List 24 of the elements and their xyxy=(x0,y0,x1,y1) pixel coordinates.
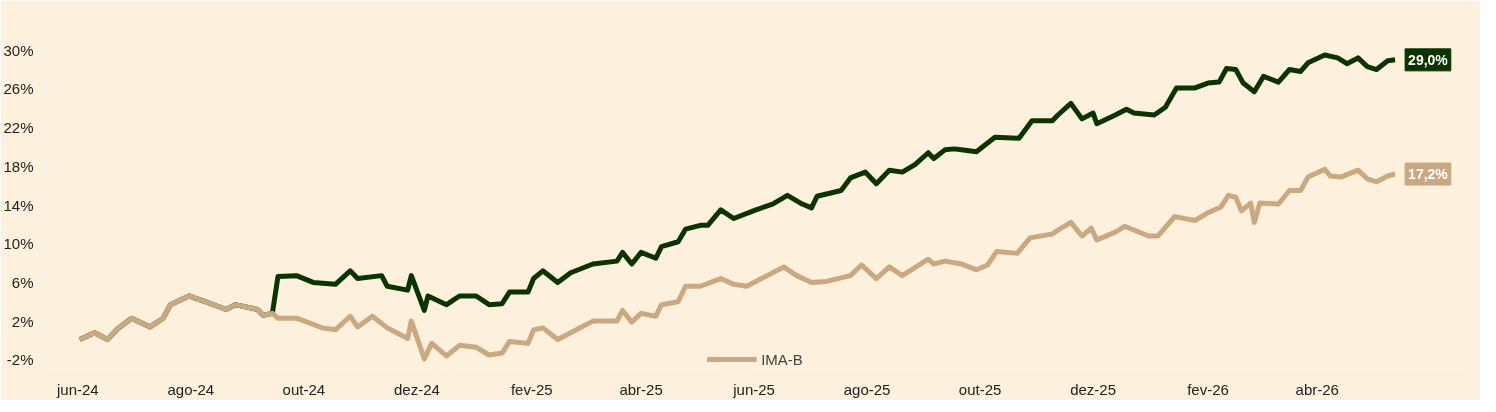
x-tick-label: out-24 xyxy=(282,380,326,398)
x-tick-label: fev-25 xyxy=(510,380,553,398)
y-tick-label: -2% xyxy=(6,351,34,369)
y-tick-label: 18% xyxy=(3,157,34,175)
y-tick-label: 14% xyxy=(3,196,34,214)
y-tick-label: 30% xyxy=(3,41,34,59)
legend-label: IMA-B xyxy=(761,350,803,368)
x-tick-label: fev-26 xyxy=(1187,380,1229,398)
x-tick-label: ago-24 xyxy=(167,380,215,398)
y-tick-label: 6% xyxy=(11,273,34,291)
x-tick-label: ago-25 xyxy=(843,380,891,398)
y-tick-label: 2% xyxy=(11,312,34,330)
y-tick-label: 22% xyxy=(3,119,34,137)
x-tick-label: abr-26 xyxy=(1295,380,1339,398)
annotation: 17,2% xyxy=(1408,166,1449,183)
x-tick-label: out-25 xyxy=(958,380,1002,398)
x-tick-label: jun-25 xyxy=(732,380,775,398)
annotation: 29,0% xyxy=(1408,51,1449,68)
x-tick-label: dez-24 xyxy=(393,380,440,398)
y-tick-label: 10% xyxy=(3,235,34,253)
x-tick-label: jun-24 xyxy=(56,380,99,398)
x-tick-label: dez-25 xyxy=(1070,380,1117,398)
x-tick-label: abr-25 xyxy=(619,380,663,398)
y-tick-label: 26% xyxy=(3,80,34,98)
